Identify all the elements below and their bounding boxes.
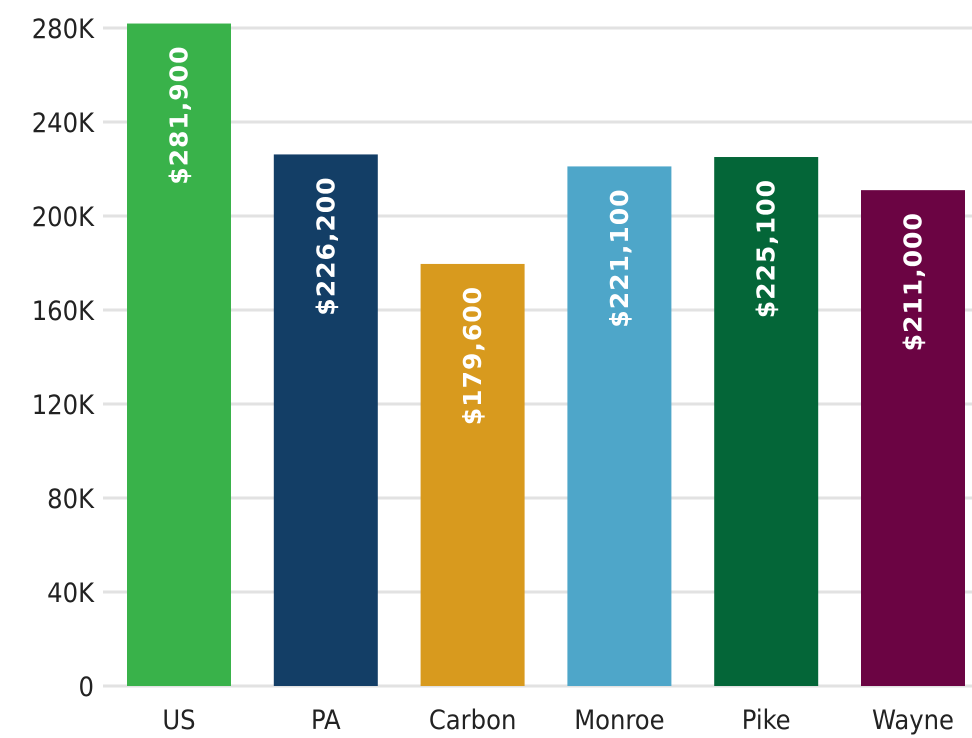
y-tick-label: 280K (32, 14, 95, 45)
data-label-wayne: $211,000 (899, 212, 928, 351)
x-tick-label-us: US (162, 705, 195, 736)
data-label-us: $281,900 (165, 46, 194, 185)
x-tick-label-wayne: Wayne (872, 705, 954, 736)
bar-carbon (420, 263, 525, 686)
y-tick-label: 40K (47, 578, 95, 609)
bar-wayne (861, 190, 965, 686)
y-tick-label: 160K (32, 296, 95, 327)
y-tick-label: 240K (32, 108, 95, 139)
y-tick-label: 200K (32, 202, 95, 233)
y-tick-label: 120K (32, 390, 95, 421)
x-tick-label-pike: Pike (742, 705, 791, 736)
bar-monroe (567, 166, 672, 687)
x-tick-label-monroe: Monroe (574, 705, 664, 736)
x-axis: US PA Carbon Monroe Pike Wayne (162, 705, 954, 736)
bar-pike (714, 157, 819, 686)
data-label-pike: $225,100 (752, 179, 781, 318)
bar-pa (273, 154, 378, 686)
data-label-carbon: $179,600 (458, 286, 487, 425)
x-tick-label-pa: PA (311, 705, 341, 736)
y-tick-label: 0 (79, 672, 94, 703)
bar-us (127, 23, 231, 687)
data-label-pa: $226,200 (311, 176, 340, 315)
bars: $281,900 $226,200 $179,600 $221,100 $225,100… (127, 23, 965, 687)
gridlines (103, 26, 972, 688)
y-axis: 0 40K 80K 120K 160K 200K 240K 280K (32, 14, 95, 703)
y-tick-label: 80K (47, 484, 95, 515)
x-tick-label-carbon: Carbon (429, 705, 517, 736)
data-label-monroe: $221,100 (605, 188, 634, 327)
